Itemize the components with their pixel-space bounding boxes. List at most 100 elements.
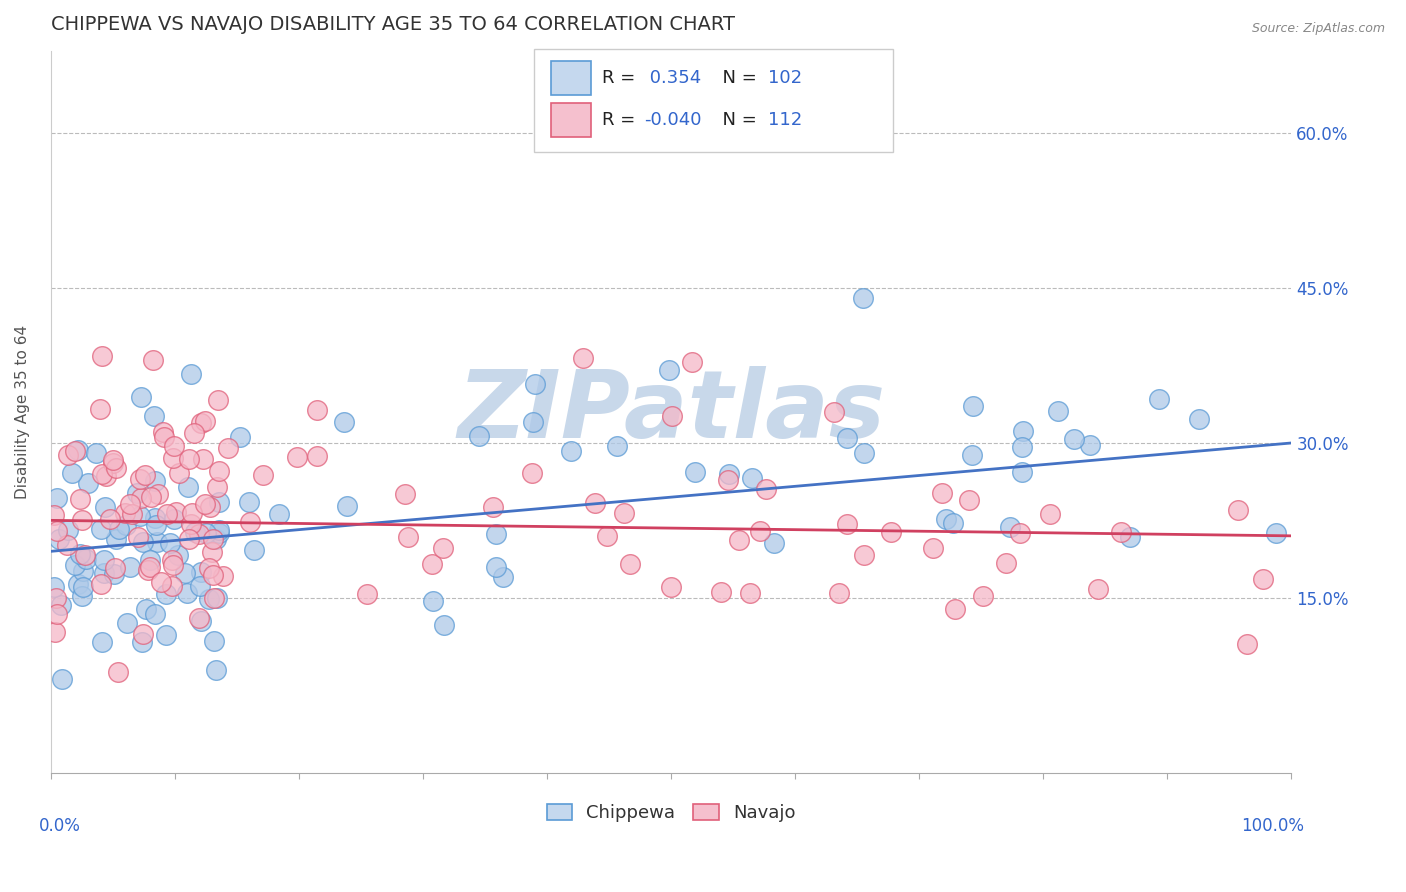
Point [207,392,229,407]
Point [143,474,166,488]
Point [252,467,274,482]
Point [103,453,125,467]
Point [163,439,186,453]
Point [56,448,79,462]
Point [1078,438,1101,452]
Point [46,607,69,622]
Point [229,430,252,444]
Point [880,525,903,540]
Point [681,355,703,369]
Point [90,577,112,591]
Point [485,560,508,574]
Point [190,417,212,431]
Point [243,543,266,558]
Point [661,409,683,423]
Point [103,566,125,581]
Point [972,589,994,603]
Point [165,505,187,519]
Point [619,557,641,571]
Point [202,634,225,648]
Point [205,663,228,677]
Point [152,430,174,444]
Point [683,465,706,479]
Point [146,487,169,501]
Point [107,665,129,680]
Point [333,415,356,429]
Point [1109,524,1132,539]
Point [134,468,156,483]
Point [162,558,184,573]
Text: R =: R = [602,112,641,129]
Point [135,602,157,616]
Point [160,553,183,567]
Point [184,525,207,540]
Point [922,541,945,555]
Point [160,579,183,593]
Point [307,402,329,417]
Point [72,564,94,578]
Point [194,497,217,511]
Point [204,532,226,546]
Point [613,506,636,520]
Point [823,404,845,418]
Text: 100.0%: 100.0% [1241,816,1303,835]
Point [659,581,682,595]
Point [717,467,740,481]
Point [76,476,98,491]
Y-axis label: Disability Age 35 to 64: Disability Age 35 to 64 [15,325,30,499]
Point [205,591,228,606]
Point [177,452,200,467]
Point [202,532,225,546]
Point [741,470,763,484]
Point [162,450,184,465]
Point [84,446,107,460]
Point [146,534,169,549]
Point [118,560,141,574]
Point [1063,432,1085,446]
Point [998,520,1021,534]
Point [957,492,980,507]
Point [208,464,231,478]
Point [468,429,491,443]
Point [211,569,233,583]
Point [56,538,79,552]
Point [139,553,162,567]
Point [717,473,740,487]
Point [56,523,79,537]
Text: N =: N = [711,69,763,87]
Point [1265,525,1288,540]
Point [267,507,290,521]
Point [60,466,83,480]
Point [208,523,231,537]
Point [118,497,141,511]
Point [524,376,547,391]
Point [728,533,751,548]
Point [48,532,70,546]
Point [128,472,150,486]
Point [749,524,772,538]
Point [205,480,228,494]
Point [1251,572,1274,586]
Point [169,467,191,481]
Point [94,468,117,483]
Point [63,558,86,572]
Legend: Chippewa, Navajo: Chippewa, Navajo [540,797,803,830]
Point [136,563,159,577]
Point [560,444,582,458]
Point [46,524,69,538]
Point [193,452,215,467]
Point [108,522,131,536]
Point [422,593,444,607]
Point [420,558,443,572]
Point [141,490,163,504]
Text: 102: 102 [768,69,801,87]
Point [356,587,378,601]
Text: R =: R = [602,69,641,87]
Point [139,560,162,574]
Point [187,527,209,541]
Point [66,576,89,591]
Point [336,499,359,513]
Point [129,491,152,505]
Point [208,495,231,509]
Point [239,515,262,529]
